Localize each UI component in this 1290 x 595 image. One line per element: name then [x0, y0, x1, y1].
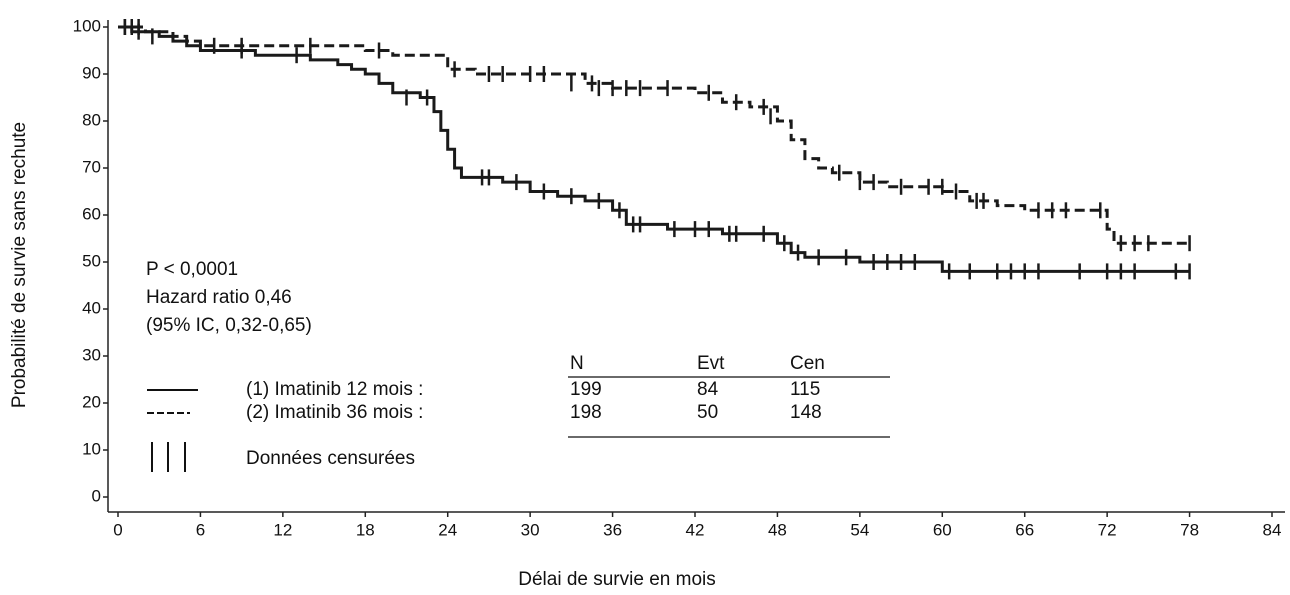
y-tick-label: 30 [82, 345, 101, 364]
y-axis-title: Probabilité de survie sans rechute [9, 122, 30, 408]
legend-label: Données censurées [246, 448, 415, 469]
x-tick-label: 36 [603, 520, 622, 539]
legend-label: (1) Imatinib 12 mois : [246, 379, 423, 400]
x-tick-label: 72 [1098, 520, 1117, 539]
x-tick-label: 12 [273, 520, 292, 539]
survival-line [118, 25, 1190, 245]
y-tick-label: 100 [73, 16, 101, 35]
table-cell: 198 [570, 402, 602, 423]
x-axis-title: Délai de survie en mois [518, 569, 715, 590]
table-cell: 84 [697, 379, 719, 400]
table-header: Evt [697, 353, 725, 374]
y-tick-label: 0 [92, 486, 101, 505]
table-header: Cen [790, 353, 825, 374]
y-tick-label: 50 [82, 251, 101, 270]
x-tick-label: 6 [196, 520, 205, 539]
table-header: N [570, 353, 584, 374]
x-tick-label: 42 [686, 520, 705, 539]
x-tick-label: 60 [933, 520, 952, 539]
x-tick-label: 54 [850, 520, 869, 539]
y-tick-label: 40 [82, 298, 101, 317]
y-tick-label: 70 [82, 157, 101, 176]
x-tick-label: 78 [1180, 520, 1199, 539]
annotation: P < 0,0001 [146, 259, 238, 280]
y-tick-label: 20 [82, 392, 101, 411]
x-tick-label: 84 [1263, 520, 1282, 539]
table-cell: 115 [790, 379, 820, 400]
x-tick-label: 24 [438, 520, 457, 539]
x-tick-label: 18 [356, 520, 375, 539]
table-cell: 199 [570, 379, 602, 400]
y-tick-label: 80 [82, 110, 101, 129]
legend-label: (2) Imatinib 36 mois : [246, 402, 423, 423]
annotation: Hazard ratio 0,46 [146, 287, 292, 308]
x-tick-label: 66 [1015, 520, 1034, 539]
y-tick-label: 60 [82, 204, 101, 223]
y-tick-label: 90 [82, 63, 101, 82]
x-tick-label: 48 [768, 520, 787, 539]
survival-line [118, 25, 1190, 273]
y-tick-label: 10 [82, 439, 101, 458]
table-cell: 50 [697, 402, 718, 423]
table-cell: 148 [790, 402, 822, 423]
x-tick-label: 0 [113, 520, 122, 539]
annotation: (95% IC, 0,32-0,65) [146, 315, 312, 336]
x-tick-label: 30 [521, 520, 540, 539]
